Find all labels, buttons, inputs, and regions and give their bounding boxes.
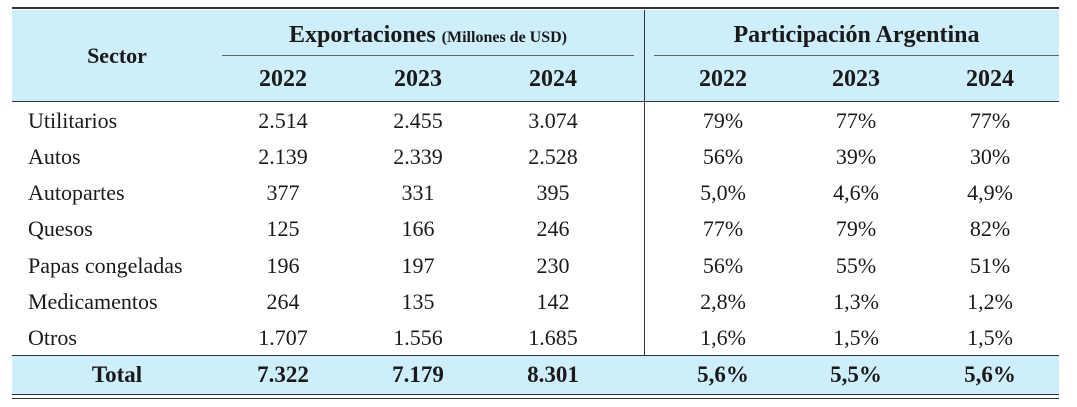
header-rule: [12, 101, 1059, 102]
cell: 125: [266, 216, 300, 241]
total-row: Total 7.322 7.179 8.301 5,6% 5,5% 5,6%: [12, 355, 1059, 394]
cell: 395: [536, 180, 570, 205]
share-group-header: Participación Argentina: [733, 22, 980, 48]
row-sector: Otros: [28, 325, 77, 350]
total-cell: 8.301: [527, 362, 579, 387]
exports-unit: (Millones de USD): [441, 29, 567, 46]
cell: 230: [536, 253, 570, 278]
total-cell: 5,6%: [964, 362, 1016, 387]
year-header: 2023: [394, 66, 442, 92]
row-sector: Medicamentos: [28, 289, 158, 314]
cell: 77%: [702, 216, 744, 241]
row-sector: Utilitarios: [28, 108, 118, 133]
cell: 1,2%: [967, 289, 1013, 314]
table-row: Autopartes 377 331 395 5,0% 4,6% 4,9%: [12, 174, 1059, 210]
bottom-rule: [12, 398, 1059, 399]
cell: 82%: [969, 216, 1011, 241]
cell: 377: [266, 180, 300, 205]
share-group-underline: [654, 55, 1059, 56]
cell: 1,6%: [700, 325, 746, 350]
cell: 77%: [969, 108, 1011, 133]
cell: 331: [401, 180, 435, 205]
cell: 55%: [835, 253, 877, 278]
cell: 4,6%: [833, 180, 879, 205]
table-row: Papas congeladas 196 197 230 56% 55% 51%: [12, 247, 1059, 283]
cell: 142: [536, 289, 570, 314]
total-cell: 7.322: [257, 362, 309, 387]
cell: 5,0%: [700, 180, 746, 205]
top-rule: [12, 7, 1059, 9]
cell: 79%: [835, 216, 877, 241]
row-sector: Papas congeladas: [28, 253, 183, 278]
exports-title: Exportaciones: [289, 22, 436, 48]
cell: 166: [401, 216, 435, 241]
cell: 1,5%: [833, 325, 879, 350]
year-header: 2024: [966, 66, 1014, 92]
table-row: Otros 1.707 1.556 1.685 1,6% 1,5% 1,5%: [12, 319, 1059, 355]
group-separator: [644, 10, 645, 355]
cell: 56%: [702, 253, 744, 278]
table-row: Medicamentos 264 135 142 2,8% 1,3% 1,2%: [12, 283, 1059, 319]
cell: 3.074: [528, 108, 578, 133]
total-label: Total: [91, 362, 143, 387]
cell: 79%: [702, 108, 744, 133]
cell: 1.556: [393, 325, 443, 350]
row-sector: Quesos: [28, 216, 93, 241]
cell: 2.339: [393, 144, 443, 169]
sector-header: Sector: [87, 43, 147, 68]
cell: 2.139: [258, 144, 308, 169]
table-row: Quesos 125 166 246 77% 79% 82%: [12, 210, 1059, 246]
cell: 39%: [835, 144, 877, 169]
cell: 30%: [969, 144, 1011, 169]
table-row: Autos 2.139 2.339 2.528 56% 39% 30%: [12, 138, 1059, 174]
exports-group-underline: [222, 55, 634, 56]
cell: 2.514: [258, 108, 308, 133]
cell: 246: [536, 216, 570, 241]
row-sector: Autos: [28, 144, 81, 169]
cell: 196: [266, 253, 300, 278]
cell: 2.528: [528, 144, 578, 169]
cell: 1.707: [258, 325, 308, 350]
cell: 4,9%: [967, 180, 1013, 205]
year-header: 2024: [529, 66, 577, 92]
cell: 2,8%: [700, 289, 746, 314]
cell: 197: [401, 253, 435, 278]
cell: 264: [266, 289, 300, 314]
cell: 135: [401, 289, 435, 314]
cell: 51%: [969, 253, 1011, 278]
cell: 77%: [835, 108, 877, 133]
cell: 1,3%: [833, 289, 879, 314]
cell: 56%: [702, 144, 744, 169]
cell: 1,5%: [967, 325, 1013, 350]
table-header: Sector Exportaciones (Millones de USD) P…: [12, 10, 1059, 101]
year-header: 2022: [699, 66, 747, 92]
total-cell: 7.179: [392, 362, 444, 387]
cell: 1.685: [528, 325, 578, 350]
total-cell: 5,5%: [830, 362, 882, 387]
bottom-rule: [12, 394, 1059, 395]
row-sector: Autopartes: [28, 180, 125, 205]
year-header: 2022: [259, 66, 307, 92]
year-header: 2023: [832, 66, 880, 92]
exports-group-header: Exportaciones (Millones de USD): [222, 22, 634, 49]
cell: 2.455: [393, 108, 443, 133]
total-cell: 5,6%: [697, 362, 749, 387]
table-row: Utilitarios 2.514 2.455 3.074 79% 77% 77…: [12, 102, 1059, 138]
